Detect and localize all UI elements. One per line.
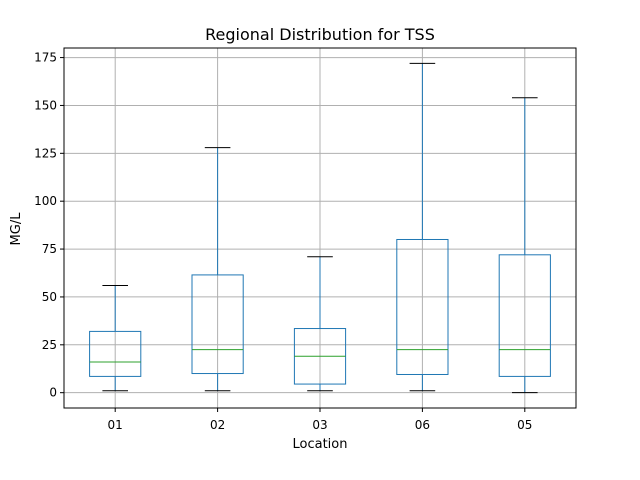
box-06 — [396, 62, 449, 392]
box-03 — [293, 256, 347, 392]
iqr-box — [498, 254, 551, 377]
y-tick-label: 25 — [42, 338, 57, 352]
y-tick-label: 175 — [34, 51, 57, 65]
x-tick-label: 06 — [415, 418, 430, 432]
y-tick-label: 75 — [42, 242, 57, 256]
box-05 — [498, 97, 551, 394]
iqr-box — [191, 274, 244, 375]
y-axis-label: MG/L — [9, 212, 24, 246]
y-tick-label: 50 — [42, 290, 57, 304]
y-tick-label: 125 — [34, 146, 57, 160]
iqr-box — [89, 330, 142, 377]
x-axis-label: Location — [293, 437, 348, 452]
boxes-layer — [89, 62, 551, 394]
box-01 — [89, 284, 142, 392]
chart-title: Regional Distribution for TSS — [205, 25, 435, 44]
y-tick-label: 0 — [49, 386, 57, 400]
x-tick-label: 02 — [210, 418, 225, 432]
x-tick-label: 01 — [108, 418, 123, 432]
y-tick-label: 150 — [34, 98, 57, 112]
box-02 — [191, 147, 244, 392]
iqr-box — [396, 238, 449, 375]
axes-layer: 0 25 50 75 100 125 150 175 01 02 03 06 05 — [34, 51, 532, 432]
x-tick-label: 03 — [312, 418, 327, 432]
x-tick-label: 05 — [517, 418, 532, 432]
y-tick-label: 100 — [34, 194, 57, 208]
